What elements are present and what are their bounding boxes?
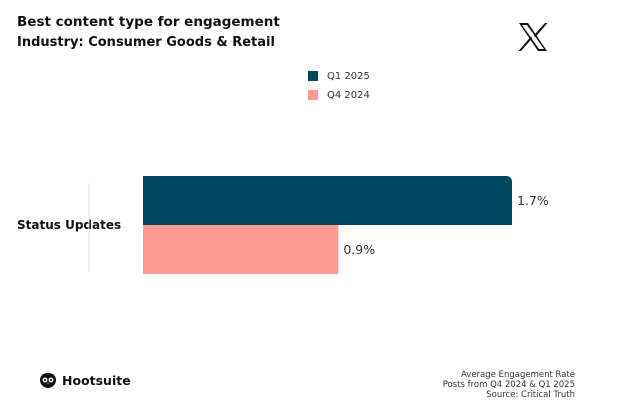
chart-title: Best content type for engagement [17,14,280,30]
data-label-q4-2024: 0.9% [343,242,375,257]
chart-subtitle: Industry: Consumer Goods & Retail [17,35,275,50]
footnote-source: Source: Critical Truth [486,390,575,400]
footnote-metric: Average Engagement Rate [460,370,575,380]
brand-name: Hootsuite [62,373,131,388]
legend-swatch-q4-2024 [308,90,318,100]
legend-label-q1-2025: Q1 2025 [327,70,370,82]
x-logo-icon [518,23,548,51]
hootsuite-brand: Hootsuite [38,372,131,389]
data-label-q1-2025: 1.7% [517,193,549,208]
bar-q4-2024 [143,225,339,274]
chart-footnote: Average Engagement Rate Posts from Q4 20… [443,370,575,400]
bar-q1-2025 [143,176,512,225]
category-label: Status Updates [17,218,122,232]
hootsuite-owl-icon [40,373,56,388]
footnote-period: Posts from Q4 2024 & Q1 2025 [442,380,575,390]
legend-swatch-q1-2025 [308,71,318,81]
legend-item-q1-2025: Q1 2025 [308,69,370,83]
legend-label-q4-2024: Q4 2024 [327,89,370,101]
legend-item-q4-2024: Q4 2024 [308,88,370,102]
